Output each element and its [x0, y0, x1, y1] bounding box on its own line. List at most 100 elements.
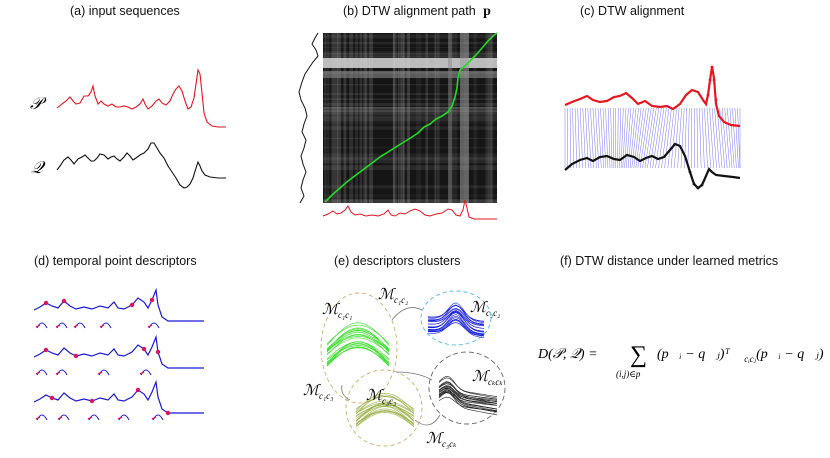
cluster-c3c3-curve — [355, 412, 415, 428]
matrix-row-stripe — [323, 153, 497, 158]
cluster-c3c3-curve — [355, 400, 415, 414]
cluster-c3c3-sub: c₃c₃ — [382, 396, 396, 406]
cluster-c1c1-curve — [326, 342, 390, 366]
descriptor-curve — [33, 334, 204, 369]
panel-e-title: (e) descriptors clusters — [334, 254, 461, 268]
matrix-row-stripe — [323, 106, 497, 109]
matrix-row-stripe — [323, 53, 497, 58]
cluster-c2c2-curve — [427, 322, 485, 337]
cluster-c3c3-curve — [355, 406, 415, 426]
temporal-point — [89, 398, 95, 404]
matrix-column-stripe — [331, 33, 337, 203]
matrix-column-stripe — [399, 33, 403, 203]
cluster-c3c3-label: ℳc₃c₃ — [366, 388, 396, 406]
q-marker — [692, 182, 696, 186]
link-c1c2-m: ℳ — [378, 287, 396, 303]
aligned-sequence-p — [564, 66, 741, 128]
matrix-column-stripe — [368, 33, 374, 203]
cluster-c1c1-curve — [326, 341, 390, 364]
temporal-point — [43, 300, 49, 306]
alignment-link — [721, 107, 728, 169]
alignment-link — [624, 107, 629, 169]
cluster-c1c1-boundary — [320, 292, 398, 404]
alignment-link — [574, 107, 578, 169]
label-p: 𝒫 — [30, 94, 47, 113]
alignment-link — [737, 107, 741, 169]
matrix-row-stripe — [323, 115, 497, 118]
temporal-point — [149, 297, 155, 303]
cluster-c1c1-curve — [326, 335, 390, 351]
bright-column-2 — [448, 33, 452, 203]
bright-column — [460, 33, 469, 203]
matrix-row-stripe — [323, 34, 497, 39]
matrix-row-stripe — [323, 46, 497, 49]
temporal-point — [49, 395, 55, 401]
alignment-link — [677, 107, 682, 169]
alignment-link — [706, 107, 711, 169]
cost-matrix-texture — [323, 33, 497, 204]
temporal-point — [165, 410, 171, 416]
cluster-c1c1-curve — [326, 347, 390, 364]
alignment-link — [605, 107, 609, 169]
formula-rhs-tail: (p⃗ᵢ − q⃗ⱼ) — [756, 347, 824, 362]
matrix-row-stripe — [323, 199, 497, 204]
alignment-link — [704, 107, 708, 169]
alignment-link — [699, 107, 702, 169]
link-c3ck-label: ℳc₃cₖ — [426, 431, 457, 449]
panel-d-title: (d) temporal point descriptors — [34, 254, 197, 268]
alignment-link — [716, 107, 723, 169]
alignment-link — [667, 107, 675, 169]
cluster-c2c2-curve — [427, 302, 485, 323]
alignment-link — [696, 107, 699, 169]
link-c1c2-sub: c₁c₂ — [394, 295, 408, 305]
panel-b-title: (b) DTW alignment path p — [343, 4, 491, 20]
cluster-c3c3-m: ℳ — [366, 388, 384, 404]
cluster-c1c1-label: ℳc₁c₁ — [322, 302, 352, 320]
matrix-column-stripe — [336, 33, 342, 203]
matrix-row-stripe — [323, 41, 497, 45]
cluster-c2c2-curve — [427, 315, 485, 335]
link-c1c3-label: ℳc₁c₃ — [303, 383, 333, 401]
p-marker — [708, 78, 712, 82]
link-c1c3-arc — [341, 384, 351, 401]
cluster-c1c1-curve — [326, 337, 390, 355]
cluster-ckck-curve — [438, 383, 498, 400]
alignment-link — [674, 107, 680, 169]
matrix-row-stripe — [323, 116, 497, 122]
cluster-c3c3-curve — [355, 402, 415, 414]
label-q: 𝒬 — [31, 158, 46, 177]
matrix-row-stripe — [323, 122, 497, 124]
temporal-point — [61, 298, 67, 304]
alignment-link — [664, 107, 672, 169]
cluster-c1c1-curve — [326, 334, 390, 356]
descriptor-point-tick — [117, 416, 123, 420]
alignment-link — [732, 107, 737, 169]
matrix-row-stripe — [323, 165, 497, 170]
matrix-column-stripe — [454, 33, 457, 203]
alignment-link — [631, 107, 639, 169]
matrix-column-stripe — [324, 33, 327, 203]
alignment-link — [727, 107, 733, 169]
alignment-link — [579, 107, 583, 169]
panel-c-title: (c) DTW alignment — [580, 4, 685, 18]
descriptor-point-tick — [57, 416, 63, 420]
cluster-c3c3-curve — [355, 404, 415, 420]
p-marker — [714, 98, 718, 102]
cluster-c2c2-curve — [427, 314, 485, 335]
panel-f-title: (f) DTW distance under learned metrics — [560, 254, 779, 268]
matrix-column-stripe — [392, 33, 395, 203]
cluster-c2c2-curve — [427, 304, 485, 322]
sequence-q-curve — [56, 142, 226, 189]
matrix-row-stripe — [323, 115, 497, 117]
formula-lhs: D(𝒫, 𝒬) = — [537, 347, 598, 362]
temporal-point — [155, 349, 161, 355]
q-marker — [700, 183, 704, 187]
alignment-link — [577, 107, 581, 169]
matrix-column-stripe — [355, 33, 358, 203]
cluster-ckck-curve — [438, 377, 498, 397]
cluster-c3c3-curve — [355, 405, 415, 421]
alignment-link — [649, 107, 660, 169]
cluster-c2c2-curve — [427, 310, 485, 329]
alignment-link — [572, 107, 575, 169]
